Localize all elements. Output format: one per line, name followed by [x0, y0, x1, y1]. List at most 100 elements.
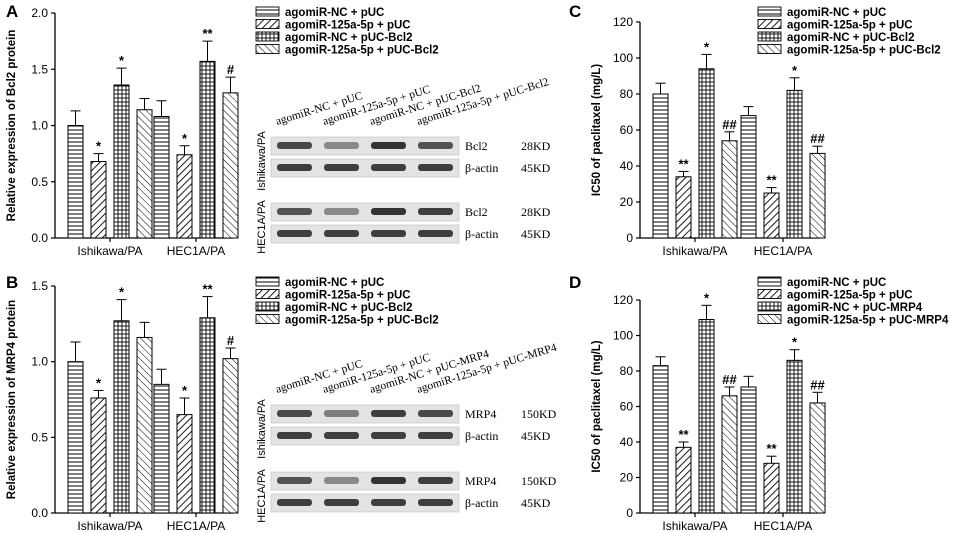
- y-tick-label: 20: [620, 195, 634, 209]
- blot-protein-label: Bcl2: [465, 205, 488, 219]
- blot-size-label: 28KD: [521, 205, 551, 219]
- blot-band: [324, 432, 359, 439]
- blot-band: [324, 477, 359, 484]
- bar: [698, 68, 715, 239]
- y-tick-label: 120: [613, 15, 633, 29]
- y-tick-label: 0.0: [31, 231, 48, 245]
- y-tick-label: 40: [620, 435, 634, 449]
- y-tick-label: 1.0: [31, 355, 48, 369]
- legend-swatch: [255, 6, 280, 17]
- blot-band: [324, 410, 359, 417]
- blot-band: [418, 208, 453, 215]
- y-tick-label: 60: [620, 123, 634, 137]
- panel-letter-b: B: [6, 273, 18, 292]
- legend-entry: agomiR-NC + pUC-Bcl2: [787, 32, 914, 44]
- blot-protein-label: MRP4: [465, 407, 496, 421]
- bar: [67, 361, 84, 514]
- legend-entry: agomiR-NC + pUC: [285, 7, 384, 19]
- bar: [136, 336, 153, 514]
- legend-entry: agomiR-125a-5p + pUC-MRP4: [787, 315, 949, 327]
- significance-mark: ##: [810, 377, 825, 392]
- blot-membrane: [270, 426, 460, 446]
- significance-mark: **: [678, 427, 689, 442]
- legend-swatch: [757, 289, 782, 299]
- blot-band: [418, 477, 453, 484]
- bar: [153, 383, 170, 514]
- y-tick-label: 0.5: [31, 175, 48, 189]
- legend-entry: agomiR-NC + pUC-MRP4: [787, 302, 923, 314]
- bar: [90, 161, 107, 239]
- bar: [763, 192, 780, 239]
- legend-swatch: [255, 289, 280, 299]
- blot-protein-label: β-actin: [465, 161, 498, 175]
- legend-swatch: [255, 276, 280, 287]
- y-tick-label: 80: [620, 364, 634, 378]
- blot-membrane: [270, 404, 460, 424]
- bar: [113, 320, 130, 514]
- significance-mark: **: [678, 156, 689, 171]
- bar: [786, 89, 803, 239]
- blot-protein-label: β-actin: [465, 496, 498, 510]
- y-tick-label: 80: [620, 87, 634, 101]
- blot-band: [371, 230, 406, 237]
- blot-band: [324, 230, 359, 237]
- legend-entry: agomiR-125a-5p + pUC-Bcl2: [285, 315, 439, 327]
- y-tick-label: 1.5: [31, 279, 48, 293]
- y-tick-label: 0: [626, 231, 633, 245]
- x-tick-label: HEC1A/PA: [167, 244, 225, 258]
- blot-band: [371, 164, 406, 171]
- legend-entry: agomiR-125a-5p + pUC-Bcl2: [787, 45, 941, 57]
- blot-band: [277, 208, 312, 215]
- blot-protein-label: MRP4: [465, 474, 496, 488]
- significance-mark: *: [182, 131, 188, 146]
- bar: [740, 386, 757, 514]
- blot-size-label: 45KD: [521, 227, 551, 241]
- blot-membrane: [270, 224, 460, 244]
- significance-mark: **: [202, 282, 213, 297]
- legend-swatch: [757, 276, 782, 287]
- x-tick-label: Ishikawa/PA: [662, 519, 727, 533]
- significance-mark: **: [766, 441, 777, 456]
- blot-size-label: 150KD: [521, 407, 557, 421]
- significance-mark: #: [227, 333, 235, 348]
- blot-size-label: 45KD: [521, 161, 551, 175]
- bar: [222, 358, 239, 514]
- blot-band: [277, 432, 312, 439]
- significance-mark: *: [119, 53, 125, 68]
- legend-swatch: [255, 31, 280, 42]
- blot-band: [277, 499, 312, 506]
- legend-entry: agomiR-NC + pUC-Bcl2: [285, 302, 412, 314]
- y-tick-label: 40: [620, 159, 634, 173]
- y-tick-label: 2.0: [31, 6, 48, 20]
- significance-mark: ##: [722, 372, 737, 387]
- blot-size-label: 150KD: [521, 474, 557, 488]
- significance-mark: *: [119, 285, 125, 300]
- y-axis-title: IC50 of paclitaxel (mg/L): [591, 340, 603, 472]
- bcl2-expression-chart: 0.0 0.5 1.0 1.5 2.0 Relative expression of Bc…: [6, 6, 239, 258]
- legend-entry: agomiR-125a-5p + pUC: [285, 290, 411, 302]
- legend-swatch: [757, 31, 782, 42]
- legend-entry: agomiR-NC + pUC: [285, 277, 384, 289]
- x-tick-label: HEC1A/PA: [754, 519, 812, 533]
- blot-cell-label: Ishikawa/PA: [256, 398, 268, 458]
- bar: [90, 397, 107, 514]
- blot-membrane: [270, 471, 460, 491]
- blot-membrane: [270, 202, 460, 222]
- blot-band: [418, 410, 453, 417]
- blot-band: [418, 230, 453, 237]
- blot-size-label: 45KD: [521, 429, 551, 443]
- ic50-bcl2-chart: 0 20 40 60 80 100 120 IC50 of paclitaxel (mg/L)…: [591, 15, 826, 258]
- legend-swatch: [255, 314, 280, 324]
- significance-mark: *: [792, 63, 798, 78]
- bar: [675, 176, 692, 239]
- bar: [222, 92, 239, 239]
- legend-entry: agomiR-125a-5p + pUC: [787, 20, 913, 32]
- panel-letter-d: D: [569, 273, 581, 292]
- blot-protein-label: Bcl2: [465, 139, 488, 153]
- legend-swatch: [255, 44, 280, 54]
- blot-membrane: [270, 493, 460, 513]
- x-tick-label: HEC1A/PA: [167, 519, 225, 533]
